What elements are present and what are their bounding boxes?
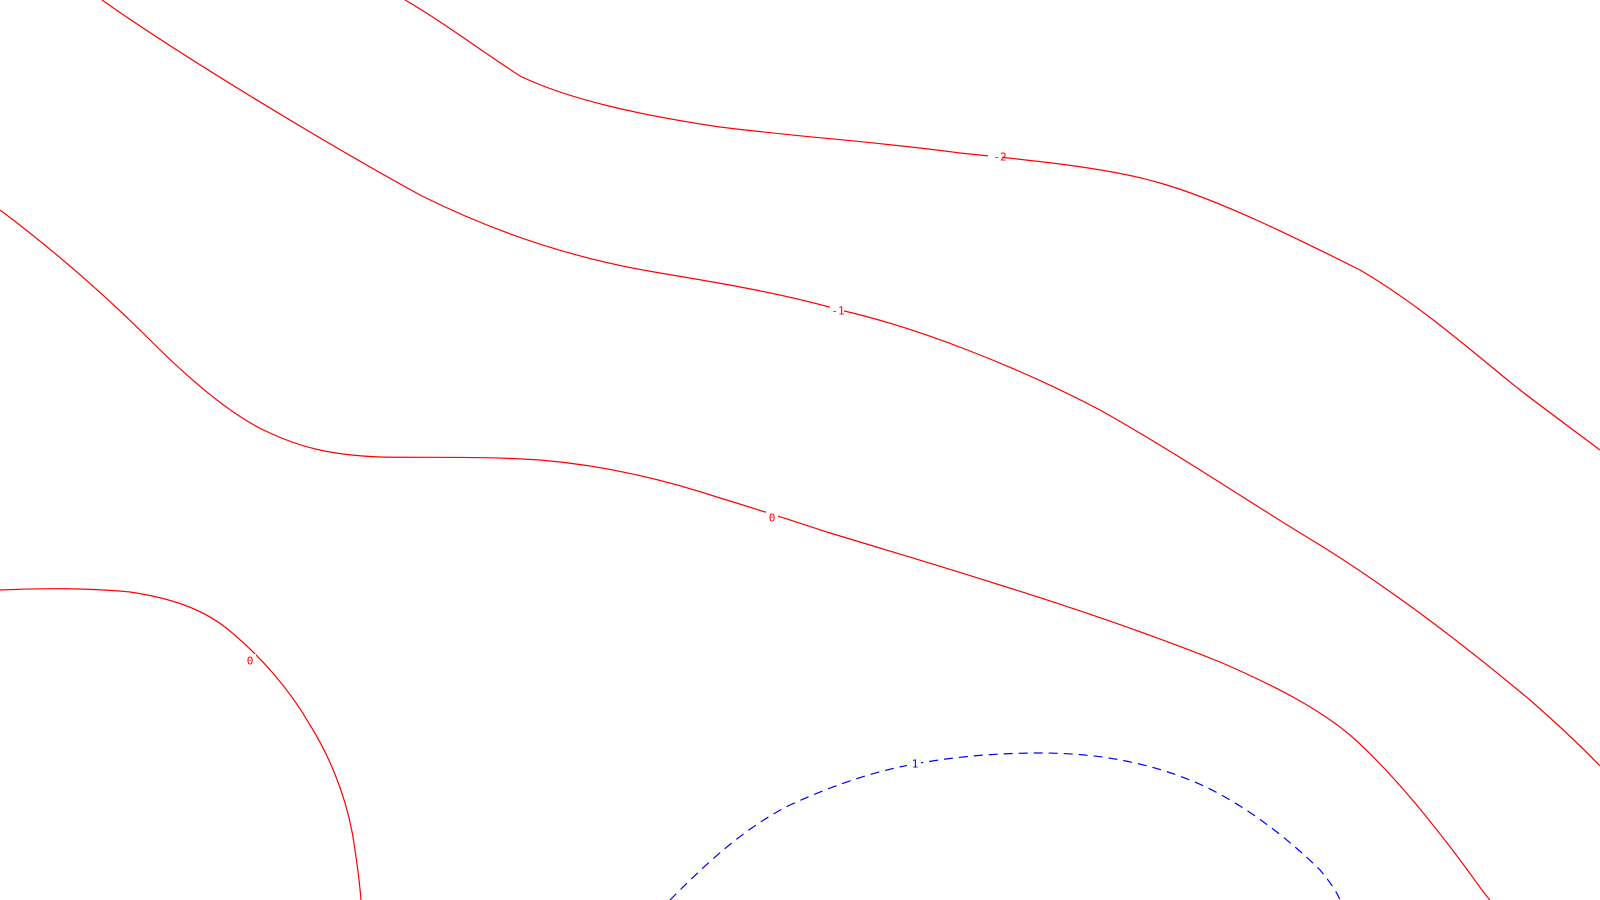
contour-label-0-lower-left: 0 [247,655,254,668]
contour-label-neg2: -2 [993,151,1006,164]
contour-line-neg1 [101,0,1600,767]
contour-line-0-lower-left [0,588,362,900]
contour-label-neg1: -1 [831,305,844,318]
contour-line-1 [669,752,1341,900]
contour-label-1: 1 [912,758,919,771]
contour-label-0-upper: 0 [769,512,776,525]
contour-line-neg2 [404,0,1600,451]
contour-line-0-upper [0,209,1491,900]
